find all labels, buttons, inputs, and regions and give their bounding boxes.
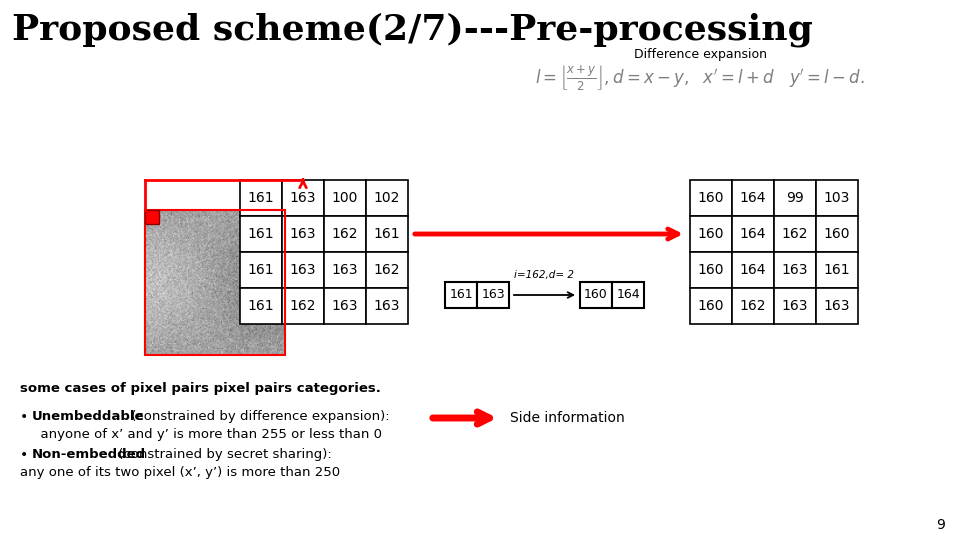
Text: some cases of pixel pairs pixel pairs categories.: some cases of pixel pairs pixel pairs ca… — [20, 382, 381, 395]
Bar — [774, 180, 816, 216]
Text: 163: 163 — [290, 263, 316, 277]
Bar — [324, 216, 366, 252]
Bar — [282, 252, 324, 288]
Text: 164: 164 — [616, 288, 639, 301]
Bar — [366, 252, 408, 288]
Text: 160: 160 — [584, 288, 608, 301]
Bar — [816, 252, 858, 288]
Text: 9: 9 — [936, 518, 945, 532]
Text: 163: 163 — [824, 299, 851, 313]
Text: 162: 162 — [373, 263, 400, 277]
Bar — [145, 210, 285, 355]
Text: 161: 161 — [248, 191, 275, 205]
Text: 163: 163 — [781, 299, 808, 313]
Text: 161: 161 — [248, 227, 275, 241]
Bar — [445, 282, 477, 308]
Bar — [612, 282, 644, 308]
Text: 161: 161 — [824, 263, 851, 277]
Text: 161: 161 — [248, 263, 275, 277]
Bar — [580, 282, 612, 308]
Bar — [816, 180, 858, 216]
Text: 102: 102 — [373, 191, 400, 205]
Text: any one of its two pixel (x’, y’) is more than 250: any one of its two pixel (x’, y’) is mor… — [20, 466, 340, 479]
Bar — [324, 252, 366, 288]
Text: 163: 163 — [332, 263, 358, 277]
Bar — [366, 216, 408, 252]
Text: $l = \left\lfloor\frac{x+y}{2}\right\rfloor, d = x-y,\ \ x' = l+d \quad y' = l-d: $l = \left\lfloor\frac{x+y}{2}\right\rfl… — [535, 64, 865, 93]
Text: 163: 163 — [481, 288, 505, 301]
Text: 99: 99 — [786, 191, 804, 205]
Text: 162: 162 — [781, 227, 808, 241]
Text: (constrained by secret sharing):: (constrained by secret sharing): — [114, 448, 332, 461]
Bar — [366, 288, 408, 324]
Text: 161: 161 — [449, 288, 473, 301]
Text: Non-embedded: Non-embedded — [32, 448, 146, 461]
Text: i=162,d= 2: i=162,d= 2 — [515, 270, 574, 280]
Bar — [732, 288, 774, 324]
Text: Side information: Side information — [510, 411, 625, 425]
Text: 164: 164 — [740, 263, 766, 277]
Text: 164: 164 — [740, 227, 766, 241]
Bar — [690, 288, 732, 324]
Bar — [774, 216, 816, 252]
Bar — [240, 180, 282, 216]
Bar — [282, 288, 324, 324]
Bar — [282, 180, 324, 216]
Bar — [816, 216, 858, 252]
Text: •: • — [20, 410, 28, 424]
Bar — [240, 288, 282, 324]
Bar — [240, 252, 282, 288]
Text: •: • — [20, 448, 28, 462]
Text: 100: 100 — [332, 191, 358, 205]
Bar — [690, 180, 732, 216]
Text: 163: 163 — [290, 191, 316, 205]
Bar — [816, 288, 858, 324]
Bar — [690, 252, 732, 288]
Text: 162: 162 — [740, 299, 766, 313]
Text: 160: 160 — [698, 299, 724, 313]
Text: 103: 103 — [824, 191, 851, 205]
Bar — [732, 180, 774, 216]
Text: Proposed scheme(2/7)---Pre-processing: Proposed scheme(2/7)---Pre-processing — [12, 12, 813, 46]
Bar — [282, 216, 324, 252]
Bar — [324, 288, 366, 324]
Bar — [240, 216, 282, 252]
Text: 161: 161 — [248, 299, 275, 313]
Text: 160: 160 — [698, 263, 724, 277]
Text: 163: 163 — [781, 263, 808, 277]
Text: 160: 160 — [698, 191, 724, 205]
Bar — [732, 252, 774, 288]
Bar — [477, 282, 509, 308]
Text: 160: 160 — [824, 227, 851, 241]
Text: 164: 164 — [740, 191, 766, 205]
Text: 162: 162 — [290, 299, 316, 313]
Bar — [324, 180, 366, 216]
Bar — [145, 210, 159, 224]
Text: Unembeddable: Unembeddable — [32, 410, 145, 423]
Bar — [774, 288, 816, 324]
Text: 162: 162 — [332, 227, 358, 241]
Bar — [690, 216, 732, 252]
Bar — [732, 216, 774, 252]
Text: 163: 163 — [373, 299, 400, 313]
Text: Difference expansion: Difference expansion — [634, 48, 766, 61]
Bar — [774, 252, 816, 288]
Text: 161: 161 — [373, 227, 400, 241]
Bar — [366, 180, 408, 216]
Text: 163: 163 — [332, 299, 358, 313]
Text: 160: 160 — [698, 227, 724, 241]
Text: (constrained by difference expansion):: (constrained by difference expansion): — [127, 410, 390, 423]
Text: 163: 163 — [290, 227, 316, 241]
Text: anyone of x’ and y’ is more than 255 or less than 0: anyone of x’ and y’ is more than 255 or … — [32, 428, 382, 441]
